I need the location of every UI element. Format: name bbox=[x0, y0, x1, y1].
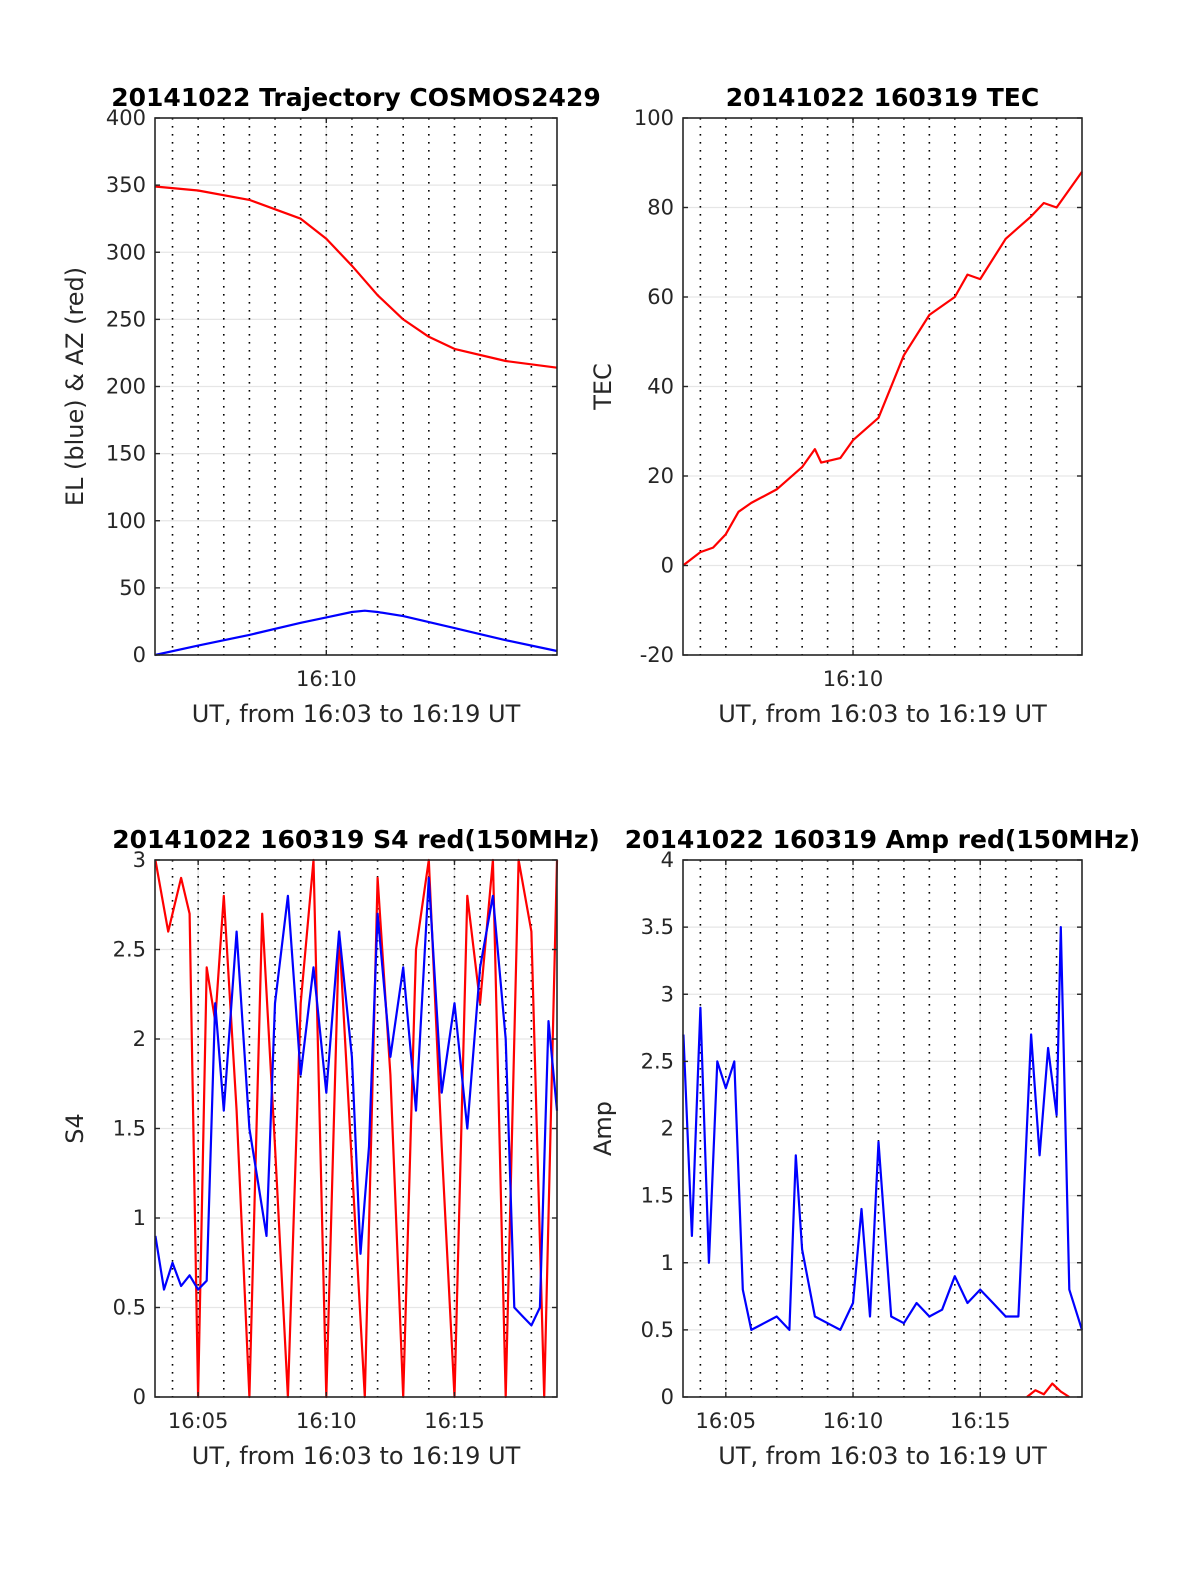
tec-title: 20141022 160319 TEC bbox=[726, 83, 1039, 112]
amp-ytick-label-8: 4 bbox=[661, 848, 674, 872]
s4-ytick-label-6: 3 bbox=[133, 848, 146, 872]
tec-ytick-label-1: 0 bbox=[661, 554, 674, 578]
amp-ytick-label-7: 3.5 bbox=[641, 915, 674, 939]
amp-series-0-line bbox=[1026, 1382, 1070, 1398]
amp-panel: 0 0.5 1 1.5 2 2.5 3 3.5 4 16:05 16:10 16:15 20141022… bbox=[589, 825, 1140, 1470]
trajectory-ytick-label-7: 350 bbox=[106, 173, 146, 197]
amp-ytick-label-4: 2 bbox=[661, 1117, 674, 1141]
s4-ylabel: S4 bbox=[61, 1113, 89, 1144]
s4-ytick-label-1: 0.5 bbox=[113, 1296, 146, 1320]
trajectory-series-1-line bbox=[154, 609, 558, 657]
amp-ytick-label-1: 0.5 bbox=[641, 1318, 674, 1342]
s4-xtick-label-1: 16:10 bbox=[296, 1409, 357, 1433]
trajectory-ytick-label-8: 400 bbox=[106, 106, 146, 130]
s4-ytick-label-4: 2 bbox=[133, 1027, 146, 1051]
tec-ytick-label-4: 60 bbox=[647, 285, 674, 309]
amp-ytick-label-2: 1 bbox=[661, 1251, 674, 1275]
tec-ylabel: TEC bbox=[589, 363, 617, 411]
trajectory-ytick-label-2: 100 bbox=[106, 509, 146, 533]
amp-ytick-label-6: 3 bbox=[661, 982, 674, 1006]
s4-xtick-label-2: 16:15 bbox=[424, 1409, 485, 1433]
amp-xlabel: UT, from 16:03 to 16:19 UT bbox=[718, 1442, 1047, 1470]
trajectory-ytick-label-1: 50 bbox=[119, 576, 146, 600]
tec-xtick-label-0: 16:10 bbox=[823, 667, 884, 691]
tec-xlabel: UT, from 16:03 to 16:19 UT bbox=[718, 700, 1047, 728]
trajectory-ylabel: EL (blue) & AZ (red) bbox=[61, 267, 89, 506]
tec-ytick-label-6: 100 bbox=[634, 106, 674, 130]
s4-ytick-label-0: 0 bbox=[133, 1385, 146, 1409]
s4-series-1-line bbox=[154, 876, 559, 1327]
amp-title: 20141022 160319 Amp red(150MHz) bbox=[625, 825, 1141, 854]
tec-ytick-label-5: 80 bbox=[647, 196, 674, 220]
s4-xlabel: UT, from 16:03 to 16:19 UT bbox=[192, 1442, 521, 1470]
s4-ytick-label-2: 1 bbox=[133, 1206, 146, 1230]
trajectory-ytick-label-6: 300 bbox=[106, 240, 146, 264]
s4-xtick-label-0: 16:05 bbox=[168, 1409, 229, 1433]
s4-title: 20141022 160319 S4 red(150MHz) bbox=[112, 825, 600, 854]
trajectory-panel: 0 50 100 150 200 250 300 350 400 16:10 20141022 Tr… bbox=[61, 83, 601, 728]
s4-ytick-label-5: 2.5 bbox=[113, 938, 146, 962]
trajectory-ytick-label-0: 0 bbox=[133, 643, 146, 667]
s4-ytick-label-3: 1.5 bbox=[113, 1117, 146, 1141]
trajectory-xlabel: UT, from 16:03 to 16:19 UT bbox=[192, 700, 521, 728]
amp-xtick-label-0: 16:05 bbox=[696, 1409, 757, 1433]
tec-ytick-label-0: -20 bbox=[640, 643, 674, 667]
amp-xtick-label-1: 16:10 bbox=[823, 1409, 884, 1433]
trajectory-series-0-line bbox=[154, 185, 558, 369]
amp-series-1-line bbox=[682, 925, 1084, 1332]
amp-ytick-label-0: 0 bbox=[661, 1385, 674, 1409]
trajectory-ytick-label-4: 200 bbox=[106, 375, 146, 399]
tec-ytick-label-2: 20 bbox=[647, 464, 674, 488]
amp-ylabel: Amp bbox=[589, 1101, 617, 1156]
tec-panel: -20 0 20 40 60 80 100 16:10 20141022 160319 TEC U… bbox=[589, 83, 1083, 728]
trajectory-ytick-label-3: 150 bbox=[106, 442, 146, 466]
tec-ytick-label-3: 40 bbox=[647, 375, 674, 399]
trajectory-xtick-label-0: 16:10 bbox=[296, 667, 357, 691]
amp-ytick-label-5: 2.5 bbox=[641, 1049, 674, 1073]
tec-series-0-line bbox=[682, 171, 1083, 567]
s4-panel: 0 0.5 1 1.5 2 2.5 3 16:05 16:10 16:15 20141022 160… bbox=[61, 825, 600, 1470]
trajectory-title: 20141022 Trajectory COSMOS2429 bbox=[111, 83, 601, 112]
amp-ytick-label-3: 1.5 bbox=[641, 1184, 674, 1208]
trajectory-ytick-label-5: 250 bbox=[106, 307, 146, 331]
amp-xtick-label-2: 16:15 bbox=[950, 1409, 1011, 1433]
